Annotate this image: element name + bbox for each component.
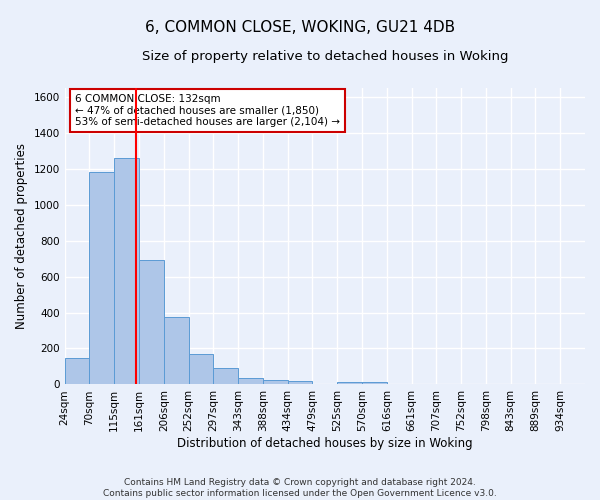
Bar bbox=[238, 378, 263, 384]
Bar bbox=[164, 317, 188, 384]
Bar bbox=[362, 382, 387, 384]
X-axis label: Distribution of detached houses by size in Woking: Distribution of detached houses by size … bbox=[177, 437, 473, 450]
Y-axis label: Number of detached properties: Number of detached properties bbox=[15, 143, 28, 329]
Bar bbox=[263, 380, 287, 384]
Bar bbox=[114, 158, 139, 384]
Bar bbox=[188, 354, 214, 384]
Bar bbox=[287, 381, 313, 384]
Bar bbox=[65, 358, 89, 384]
Text: 6 COMMON CLOSE: 132sqm
← 47% of detached houses are smaller (1,850)
53% of semi-: 6 COMMON CLOSE: 132sqm ← 47% of detached… bbox=[75, 94, 340, 127]
Text: Contains HM Land Registry data © Crown copyright and database right 2024.
Contai: Contains HM Land Registry data © Crown c… bbox=[103, 478, 497, 498]
Bar bbox=[89, 172, 114, 384]
Title: Size of property relative to detached houses in Woking: Size of property relative to detached ho… bbox=[142, 50, 508, 63]
Bar bbox=[214, 368, 238, 384]
Text: 6, COMMON CLOSE, WOKING, GU21 4DB: 6, COMMON CLOSE, WOKING, GU21 4DB bbox=[145, 20, 455, 35]
Bar bbox=[337, 382, 362, 384]
Bar bbox=[139, 260, 164, 384]
